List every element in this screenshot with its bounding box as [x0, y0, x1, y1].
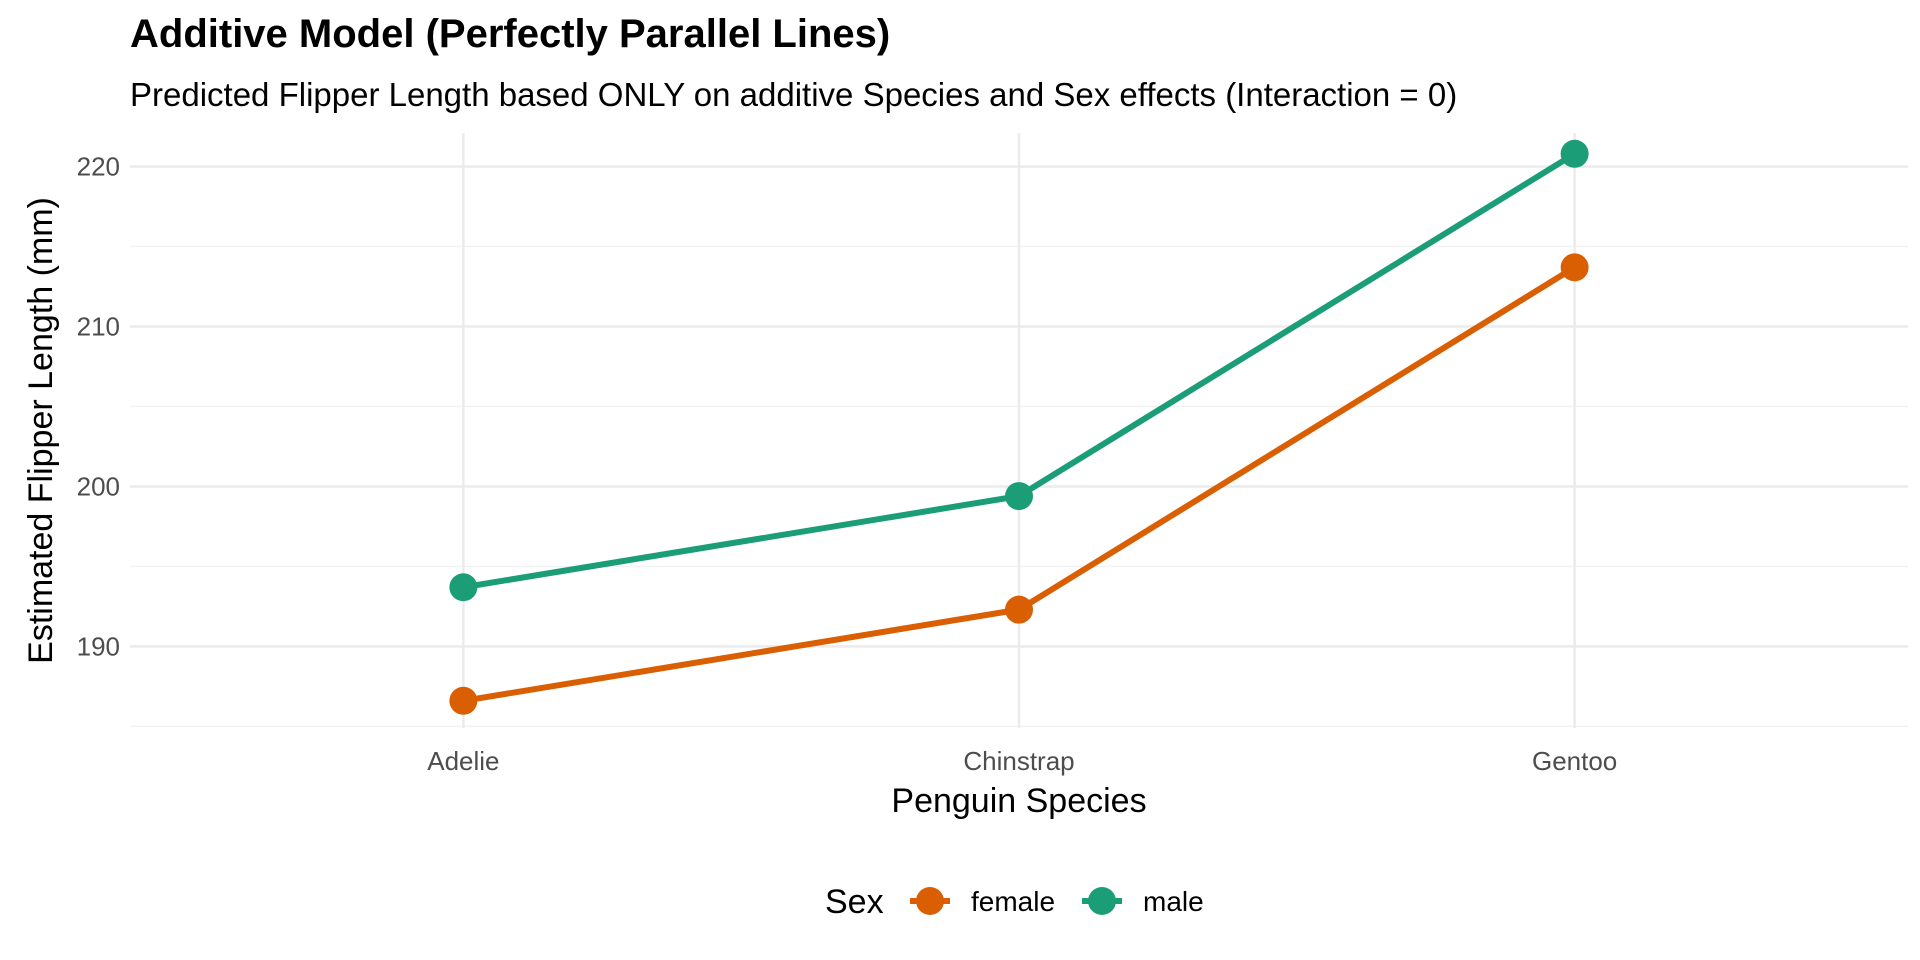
y-tick-label: 200 [77, 471, 120, 501]
data-point-female [1005, 595, 1033, 624]
chart-subtitle: Predicted Flipper Length based ONLY on a… [130, 76, 1458, 113]
y-tick-label: 210 [77, 312, 120, 342]
y-tick-label: 190 [77, 631, 120, 661]
legend-key-point [916, 887, 944, 915]
legend-title: Sex [825, 883, 884, 921]
data-point-female [449, 686, 478, 715]
x-tick-labels: Adelie Chinstrap Gentoo [427, 746, 1617, 776]
y-tick-label: 220 [77, 152, 120, 182]
x-axis-title: Penguin Species [891, 782, 1146, 820]
y-tick-labels: 190 200 210 220 [77, 152, 120, 662]
data-point-male [1005, 482, 1033, 511]
data-point-female [1560, 253, 1589, 282]
x-tick-label: Gentoo [1532, 746, 1617, 776]
legend-label: male [1143, 886, 1204, 917]
series-female [449, 253, 1589, 715]
legend-item-female: female [910, 886, 1055, 917]
series-male [449, 139, 1589, 602]
grid-layer [130, 133, 1908, 728]
legend: Sex female male [825, 883, 1204, 921]
legend-item-male: male [1082, 886, 1204, 917]
legend-items: female male [910, 886, 1204, 917]
y-axis-title: Estimated Flipper Length (mm) [22, 197, 60, 664]
legend-key-point [1088, 887, 1116, 915]
series-layer [449, 139, 1589, 715]
data-point-male [449, 573, 478, 602]
legend-label: female [971, 886, 1055, 917]
data-point-male [1560, 139, 1589, 168]
x-tick-label: Adelie [427, 746, 499, 776]
x-tick-label: Chinstrap [963, 746, 1074, 776]
chart-title: Additive Model (Perfectly Parallel Lines… [130, 12, 891, 56]
